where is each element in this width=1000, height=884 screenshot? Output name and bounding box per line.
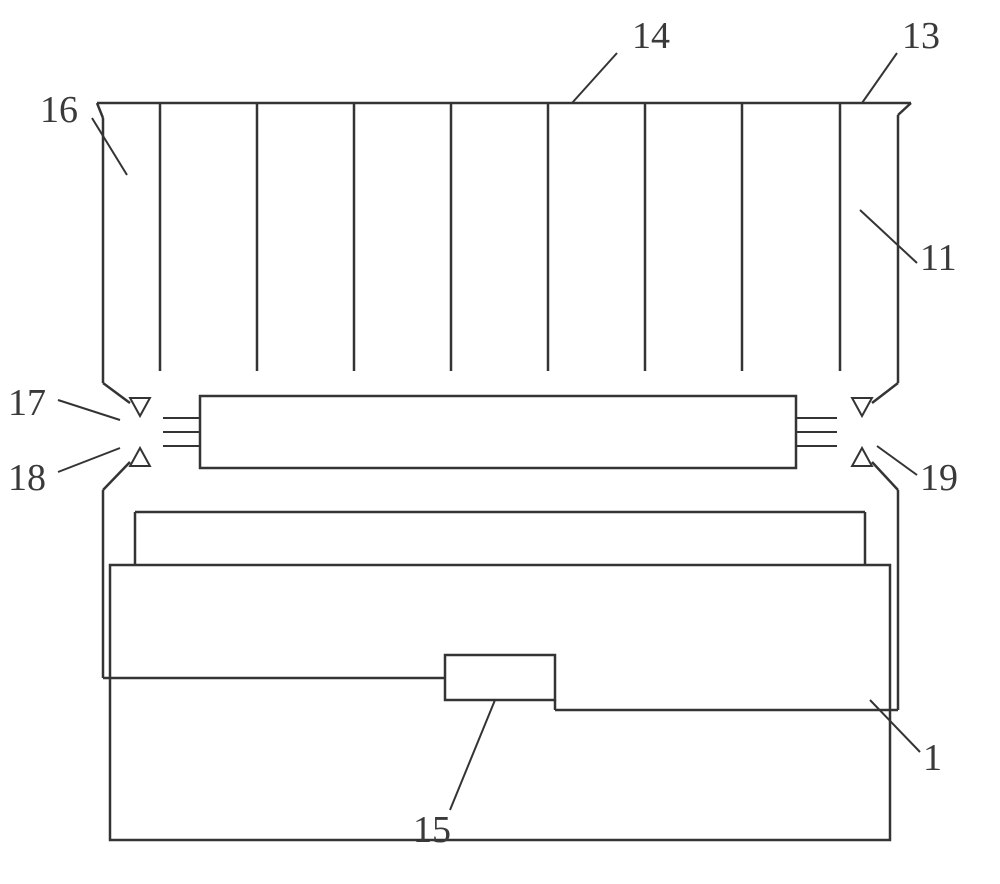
callout-1: 1 [870, 700, 942, 779]
diagram-root: 14 13 16 11 17 18 19 1 15 [0, 0, 1000, 884]
callout-15: 15 [413, 700, 495, 851]
callout-11: 11 [860, 210, 957, 279]
callout-label-1: 1 [923, 737, 942, 779]
outer-box [110, 565, 890, 840]
callout-13: 13 [862, 15, 940, 103]
callout-14: 14 [572, 15, 670, 103]
callout-label-13: 13 [902, 15, 940, 57]
callout-label-11: 11 [920, 237, 957, 279]
callout-label-15: 15 [413, 809, 451, 851]
callout-label-14: 14 [632, 15, 670, 57]
callout-label-16: 16 [40, 89, 78, 131]
callout-label-17: 17 [8, 382, 46, 424]
roller-body [200, 396, 796, 468]
callout-label-19: 19 [920, 457, 958, 499]
callout-19: 19 [877, 446, 958, 499]
pump-box [445, 655, 555, 700]
callout-label-18: 18 [8, 457, 46, 499]
technical-drawing [97, 103, 911, 840]
callout-17: 17 [8, 382, 120, 424]
